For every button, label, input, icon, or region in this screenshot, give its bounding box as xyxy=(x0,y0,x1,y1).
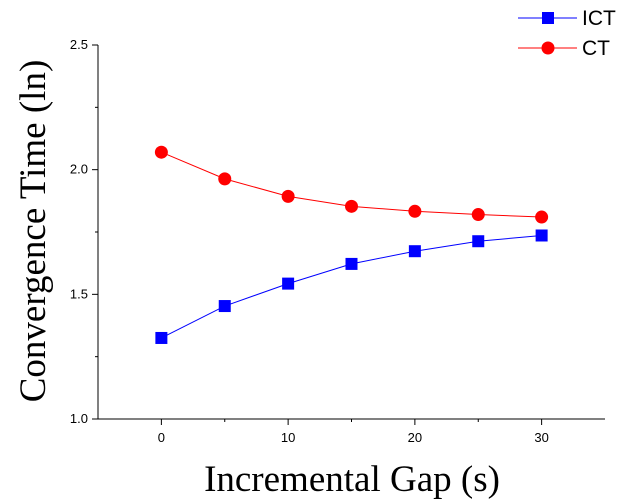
data-point-ct xyxy=(408,204,422,218)
data-point-ct xyxy=(345,199,358,213)
y-tick-label: 2.0 xyxy=(70,162,88,177)
y-tick-label: 2.5 xyxy=(70,37,88,52)
legend-item-ct: CT xyxy=(518,37,610,60)
legend-marker-ct xyxy=(541,41,555,55)
x-axis-title: Incremental Gap (s) xyxy=(204,459,500,500)
data-point-ct xyxy=(471,208,485,222)
x-tick-labels: 0 10 20 30 xyxy=(158,430,549,445)
x-tick-label: 0 xyxy=(158,430,165,445)
legend: ICT CT xyxy=(518,7,616,60)
data-point-ict xyxy=(535,229,548,242)
data-point-ct xyxy=(535,210,549,224)
series-ct xyxy=(154,145,549,224)
y-axis-title: Convergence Time (ln) xyxy=(13,60,54,403)
y-tick-label: 1.0 xyxy=(70,411,88,426)
data-point-ict xyxy=(472,235,485,248)
series-line-ict xyxy=(161,234,542,339)
y-tick-labels: 1.0 1.5 2.0 2.5 xyxy=(70,37,88,426)
series-ict xyxy=(155,229,548,344)
legend-marker-ict xyxy=(542,12,554,24)
axes xyxy=(92,44,605,425)
data-point-ct xyxy=(154,145,168,159)
series-layer xyxy=(154,145,549,344)
x-tick-label: 30 xyxy=(534,430,548,445)
x-tick-label: 10 xyxy=(281,430,295,445)
data-point-ict xyxy=(345,257,358,270)
x-tick-label: 20 xyxy=(408,430,422,445)
legend-item-ict: ICT xyxy=(518,7,616,30)
data-point-ict xyxy=(282,277,295,290)
legend-label-ict: ICT xyxy=(582,7,616,30)
data-point-ict xyxy=(218,300,231,313)
data-point-ict xyxy=(408,245,421,258)
data-point-ct xyxy=(281,189,295,203)
data-point-ct xyxy=(218,172,232,186)
data-point-ict xyxy=(155,331,168,344)
legend-label-ct: CT xyxy=(582,37,610,60)
y-tick-label: 1.5 xyxy=(70,286,88,301)
